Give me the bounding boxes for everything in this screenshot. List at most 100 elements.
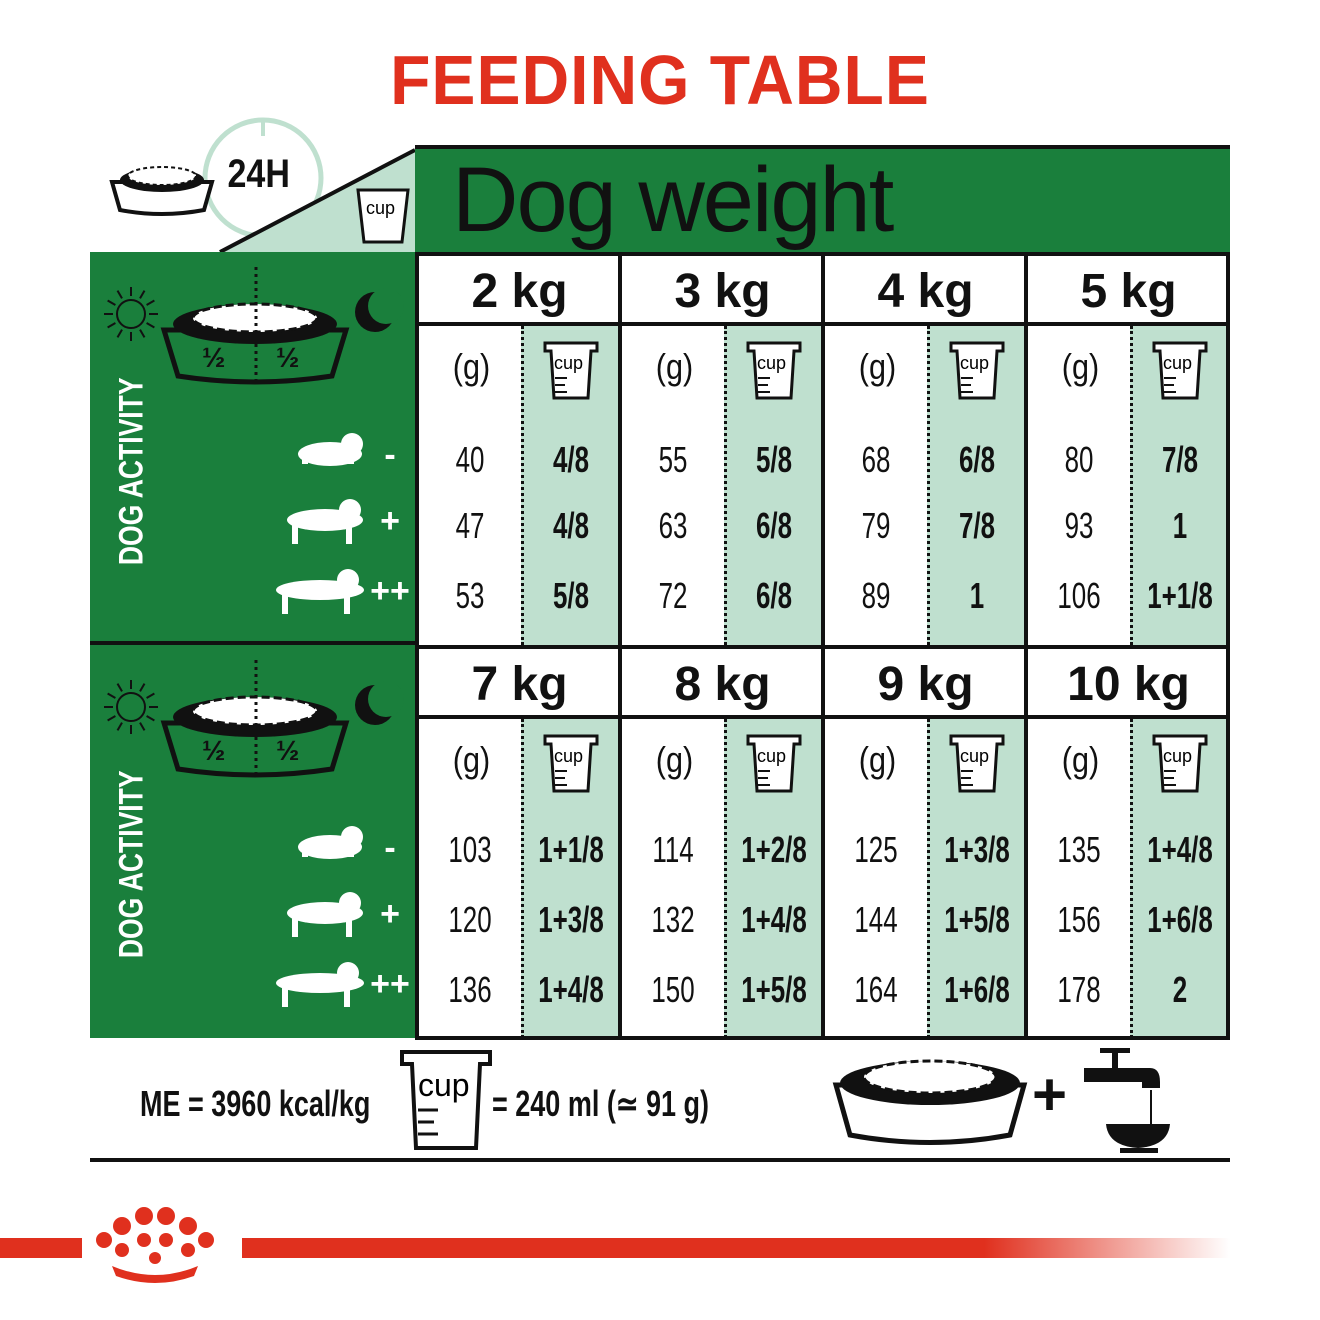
grams-value: 125 [854, 829, 898, 870]
weight-block: 9 kg (g) cup 125 1+3/8 144 1+5/8 164 1+6/8 [821, 645, 1026, 1038]
weight-header: 9 kg [825, 649, 1026, 719]
weight-block: 7 kg (g) cup 103 1+1/8 120 1+3/8 136 1+4/8 [415, 645, 620, 1038]
activity-level-2: + [380, 895, 400, 933]
activity-level-1: - [384, 436, 396, 474]
brand-stripe [0, 1238, 1230, 1258]
cup-icon: cup [543, 340, 599, 407]
grams-value: 72 [658, 575, 688, 616]
weight-header: 8 kg [622, 649, 823, 719]
svg-text:cup: cup [960, 746, 989, 766]
cups-value: 1+6/8 [944, 969, 1010, 1010]
cup-icon: cup [746, 340, 802, 407]
cups-value: 2 [1172, 969, 1188, 1010]
dog-activity-label: DOG ACTIVITY [112, 377, 151, 566]
weight-header: 2 kg [419, 256, 620, 326]
footer-divider [90, 1158, 1230, 1162]
grams-value: 55 [658, 439, 688, 480]
grams-column-label: (g) [1061, 346, 1100, 387]
panel-divider [90, 641, 417, 645]
food-bowl-icon [832, 1059, 1028, 1145]
grams-column-label: (g) [858, 346, 897, 387]
svg-text:cup: cup [554, 353, 583, 373]
cups-value: 5/8 [552, 575, 590, 616]
dog-activity-0-icon [298, 826, 363, 859]
cups-value: 1+3/8 [944, 829, 1010, 870]
cups-value: 1 [969, 575, 985, 616]
cup-icon: cup [1152, 340, 1208, 407]
royal-canin-crown-logo [82, 1200, 242, 1285]
activity-level-1: - [384, 829, 396, 867]
grams-value: 114 [652, 829, 694, 870]
grams-column-label: (g) [452, 346, 491, 387]
cup-icon: cup [1152, 733, 1208, 800]
page-title: FEEDING TABLE [390, 41, 930, 119]
cups-value: 1+2/8 [741, 829, 807, 870]
cups-value: 7/8 [1161, 439, 1199, 480]
grams-value: 135 [1057, 829, 1101, 870]
grams-value: 178 [1057, 969, 1101, 1010]
grams-value: 63 [658, 505, 688, 546]
weight-header: 3 kg [622, 256, 823, 326]
cup-equivalence: = 240 ml (≃ 91 g) [492, 1083, 709, 1124]
activity-level-3: ++ [370, 572, 410, 610]
dog-activity-0-icon [298, 433, 363, 466]
svg-text:cup: cup [418, 1067, 470, 1103]
cups-value: 1+6/8 [1147, 899, 1213, 940]
half-label: ½ [276, 342, 300, 373]
activity-level-2: + [380, 502, 400, 540]
dog-weight-header [415, 145, 1230, 255]
moon-icon [355, 288, 404, 332]
cup-icon: cup [400, 1050, 492, 1150]
grams-value: 68 [861, 439, 891, 480]
moon-icon [355, 681, 404, 725]
grams-column-label: (g) [1061, 739, 1100, 780]
weight-header: 5 kg [1028, 256, 1229, 326]
table-right-border [1226, 252, 1230, 1040]
cups-value: 7/8 [958, 505, 996, 546]
grams-value: 103 [448, 829, 492, 870]
cups-value: 4/8 [552, 439, 590, 480]
sun-icon [104, 680, 158, 734]
svg-text:cup: cup [1163, 746, 1192, 766]
cup-icon: cup [949, 733, 1005, 800]
cups-value: 1+5/8 [741, 969, 807, 1010]
activity-panel: ½ ½ DOG ACTIVITY - + ++ [90, 252, 417, 645]
grams-value: 106 [1057, 575, 1101, 616]
grams-value: 79 [861, 505, 891, 546]
table-bottom-border [415, 1036, 1230, 1040]
grams-value: 144 [854, 899, 898, 940]
grams-value: 80 [1064, 439, 1094, 480]
daily-ration-header-graphic: cup [109, 117, 416, 254]
cups-value: 1+1/8 [1147, 575, 1213, 616]
svg-text:cup: cup [1163, 353, 1192, 373]
grams-column-label: (g) [858, 739, 897, 780]
weight-block: 3 kg (g) cup 55 5/8 63 6/8 72 6/8 [618, 252, 823, 645]
grams-value: 89 [861, 575, 891, 616]
weight-header: 10 kg [1028, 649, 1229, 719]
water-tap-icon [1084, 1048, 1170, 1153]
cups-value: 6/8 [755, 575, 793, 616]
grams-value: 53 [455, 575, 485, 616]
cup-icon: cup [543, 733, 599, 800]
grams-value: 93 [1064, 505, 1094, 546]
grams-value: 47 [455, 505, 485, 546]
grams-column-label: (g) [655, 739, 694, 780]
svg-text:cup: cup [554, 746, 583, 766]
cups-value: 1+3/8 [538, 899, 604, 940]
activity-panel: ½ ½ DOG ACTIVITY - + ++ [90, 645, 417, 1038]
grams-value: 150 [651, 969, 695, 1010]
svg-text:cup: cup [366, 198, 395, 218]
energy-label: ME = 3960 kcal/kg [140, 1083, 371, 1124]
dog-activity-label: DOG ACTIVITY [112, 770, 151, 959]
cups-value: 1+4/8 [538, 969, 604, 1010]
cup-icon: cup [356, 188, 410, 244]
activity-level-3: ++ [370, 965, 410, 1003]
food-bowl-icon [109, 166, 215, 216]
grams-value: 120 [448, 899, 492, 940]
cups-value: 1 [1172, 505, 1188, 546]
cup-icon: cup [746, 733, 802, 800]
svg-text:cup: cup [757, 353, 786, 373]
cups-value: 5/8 [755, 439, 793, 480]
half-label: ½ [202, 735, 226, 766]
svg-text:cup: cup [960, 353, 989, 373]
